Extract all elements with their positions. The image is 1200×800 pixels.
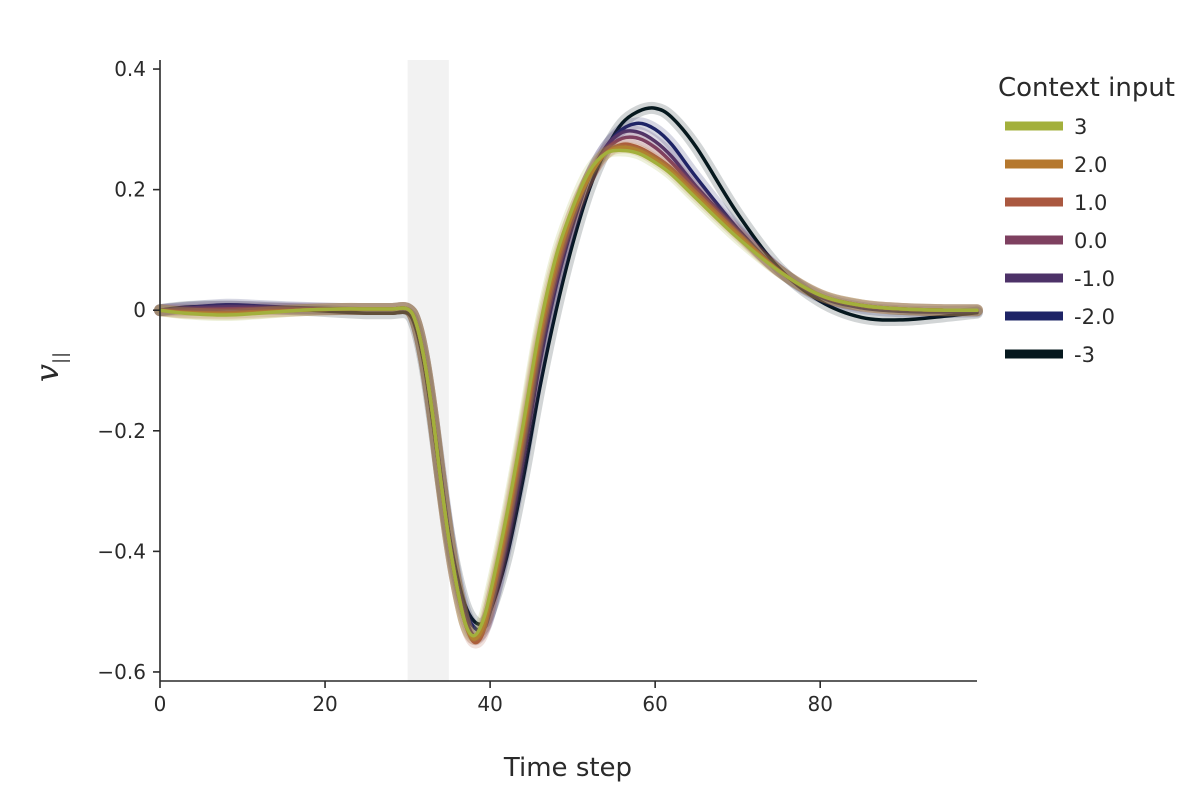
x-tick-label-0: 0 [154,692,167,716]
y-tick-label-0: −0.6 [97,660,146,684]
series-line-0 [158,148,979,638]
y-axis-title-subscript: || [50,352,71,364]
y-tick-label-1: −0.4 [97,539,146,563]
x-axis-title: Time step [503,753,632,783]
legend-label-2: 1.0 [1074,191,1107,215]
y-tick-label-3: 0 [133,298,146,322]
x-tick-label-3: 60 [642,692,667,716]
legend-label-6: -3 [1074,343,1095,367]
x-tick-label-2: 40 [477,692,502,716]
legend-label-4: -1.0 [1074,267,1115,291]
y-axis-title: v|| [28,352,71,382]
x-tick-label-4: 80 [807,692,832,716]
legend-label-3: 0.0 [1074,229,1107,253]
legend-label-5: -2.0 [1074,305,1115,329]
legend-label-0: 3 [1074,115,1087,139]
y-tick-label-5: 0.4 [114,57,146,81]
y-tick-label-4: 0.2 [114,178,146,202]
series-band-6 [154,101,983,631]
svg-text:v||: v|| [28,352,71,382]
legend-title: Context input [998,73,1175,103]
series-line-6 [158,106,979,627]
series-band-5 [154,117,983,637]
y-tick-label-2: −0.2 [97,419,146,443]
shaded-region [407,60,449,681]
series-line-5 [158,121,979,633]
legend-label-1: 2.0 [1074,153,1107,177]
x-tick-label-1: 20 [312,692,337,716]
y-axis-title-main: v [28,364,66,382]
